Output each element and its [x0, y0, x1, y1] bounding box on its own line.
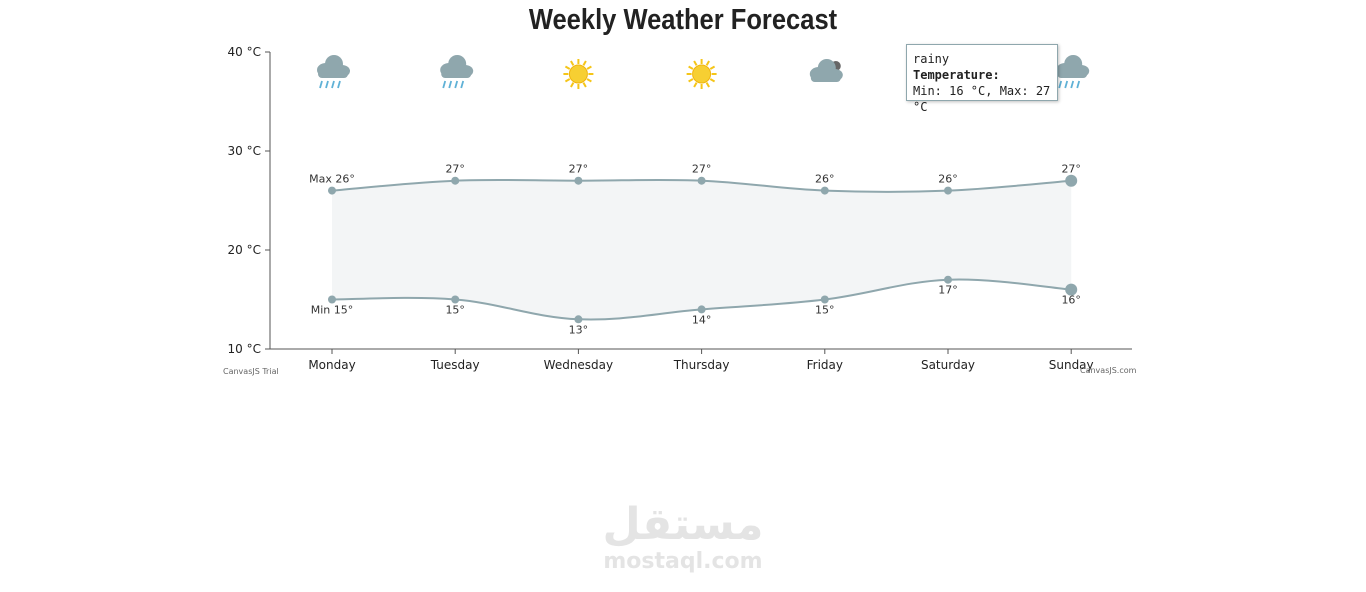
sun-ray: [564, 78, 571, 83]
max-data-label: 27°: [1061, 163, 1081, 176]
chart-title: Weekly Weather Forecast: [528, 4, 838, 36]
max-data-label: 27°: [569, 163, 589, 176]
max-point: [820, 186, 829, 195]
sun-ray: [688, 78, 694, 83]
tooltip-weather: rainy: [913, 52, 950, 66]
sun-ray: [709, 65, 716, 70]
cloudy-icon: [809, 59, 843, 82]
sun-ray: [582, 60, 587, 66]
x-tick-label: Thursday: [673, 358, 730, 372]
min-point: [328, 295, 336, 304]
min-point: [820, 295, 829, 304]
cloud-part: [810, 74, 841, 82]
x-tick-label: Tuesday: [430, 358, 480, 372]
max-data-label: 27°: [692, 163, 712, 176]
rainy-icon: [317, 55, 350, 89]
data-labels: Max 26° 27° 27° 27° 26° 26° 27° Min 15° 15° 13° 14…: [309, 163, 1081, 337]
sun-ray: [586, 65, 592, 70]
sun-ray: [693, 60, 698, 66]
max-data-label: 26°: [815, 173, 835, 186]
x-tick-label: Monday: [308, 358, 355, 372]
credit-right[interactable]: CanvasJS.com: [1080, 366, 1137, 375]
range-area-fill: [332, 179, 1072, 320]
tooltip-values: Min: 16 °C, Max: 27 °C: [913, 84, 1051, 114]
cloud-part: [1057, 70, 1088, 78]
x-tick-label: Friday: [807, 358, 843, 372]
watermark-latin: mostaql.com: [603, 549, 763, 574]
rain-drop: [442, 80, 447, 89]
max-data-label: 26°: [938, 173, 958, 186]
sunny-icon: [563, 59, 594, 89]
max-point: [451, 176, 460, 185]
max-data-label: 27°: [445, 163, 465, 176]
tooltip: rainy Temperature: Min: 16 °C, Max: 27 °…: [906, 44, 1058, 114]
rain-drop: [325, 80, 329, 89]
max-point: [944, 186, 952, 195]
rainy-icon: [440, 55, 474, 89]
rain-drop: [319, 80, 323, 89]
x-tick-label: Wednesday: [544, 358, 613, 372]
min-point: [1065, 283, 1078, 296]
min-data-label: Min 15°: [311, 304, 354, 317]
credit-left: CanvasJS Trial: [223, 367, 279, 376]
min-data-label: 15°: [445, 304, 465, 317]
axes: 40 °C 30 °C 20 °C 10 °C Monday Tuesday Wednesd…: [228, 45, 1132, 372]
rain-drop: [331, 80, 335, 89]
sun-ray: [570, 60, 575, 66]
rain-drop: [337, 80, 341, 89]
x-tick-label: Sunday: [1049, 358, 1094, 372]
min-data-label: 17°: [938, 284, 958, 297]
rain-drop: [1064, 80, 1069, 89]
cloud-part: [318, 70, 348, 78]
watermark-arabic: مستقل: [602, 499, 764, 550]
max-point: [574, 176, 583, 185]
max-point: [697, 176, 706, 185]
y-tick-label: 10 °C: [228, 342, 261, 356]
sun-disc: [692, 64, 712, 84]
sun-ray: [693, 82, 698, 88]
max-point: [1065, 174, 1078, 187]
sun-ray: [688, 65, 694, 70]
min-point: [697, 305, 706, 314]
min-data-label: 16°: [1061, 294, 1081, 307]
min-point: [944, 275, 952, 284]
max-data-label: Max 26°: [309, 173, 355, 186]
cloud-part: [441, 70, 472, 78]
min-point: [574, 315, 583, 324]
min-data-label: 14°: [692, 313, 712, 326]
temperature-lines: [328, 174, 1078, 324]
rain-drop: [460, 80, 465, 89]
y-tick-label: 20 °C: [228, 243, 261, 257]
rainy-icon: [1056, 55, 1090, 89]
temperature-range-area: [332, 179, 1072, 320]
x-tick-label: Saturday: [921, 358, 975, 372]
rain-drop: [454, 80, 459, 89]
sun-ray: [709, 78, 716, 83]
sun-ray: [582, 82, 587, 88]
min-data-label: 13°: [569, 323, 589, 336]
sun-ray: [705, 60, 710, 66]
sun-disc: [568, 64, 588, 84]
sun-ray: [586, 78, 592, 83]
y-tick-label: 30 °C: [228, 144, 261, 158]
sun-ray: [564, 65, 571, 70]
sun-ray: [705, 82, 710, 88]
max-point: [328, 186, 336, 195]
rain-drop: [1058, 80, 1063, 89]
watermark-logo: مستقل mostaql.com: [560, 500, 806, 574]
rain-drop: [1076, 80, 1081, 89]
rain-drop: [448, 80, 453, 89]
rain-drop: [1070, 80, 1075, 89]
sun-ray: [570, 82, 575, 88]
tooltip-heading: Temperature:: [913, 68, 1000, 82]
min-data-label: 15°: [815, 304, 835, 317]
y-tick-label: 40 °C: [228, 45, 261, 59]
min-point: [451, 295, 460, 304]
sunny-icon: [686, 59, 717, 89]
